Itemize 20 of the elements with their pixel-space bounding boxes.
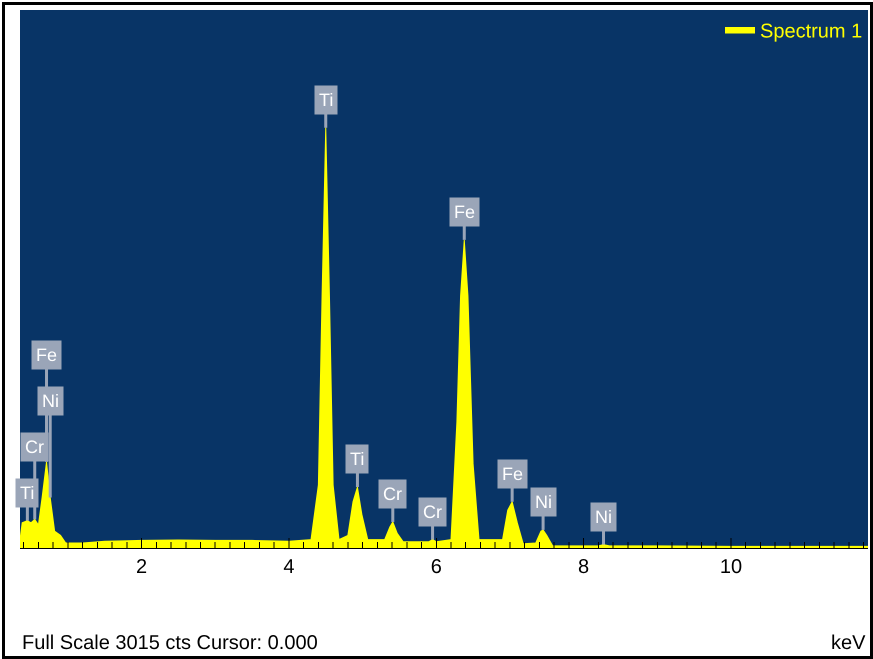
x-axis-title: keV <box>831 632 866 654</box>
annotation: Ti <box>319 90 334 110</box>
annotation: Ni <box>535 492 552 512</box>
x-tick-label: 8 <box>578 556 590 578</box>
annotation: Cr <box>25 437 44 457</box>
x-tick-label: 6 <box>430 556 442 578</box>
x-tick-label: 10 <box>720 556 742 578</box>
annotation: Ti <box>20 483 34 503</box>
annotation: Fe <box>502 464 524 484</box>
annotation: Fe <box>36 345 58 365</box>
annotation: Ni <box>595 507 612 527</box>
annotation: Fe <box>454 202 476 222</box>
x-tick-label: 2 <box>136 556 148 578</box>
x-tick-label: 4 <box>283 556 294 578</box>
annotation: Ni <box>42 391 59 411</box>
text: Full Scale 3015 cts Cursor: 0.000 <box>22 632 318 654</box>
legend-label: Spectrum 1 <box>760 20 862 42</box>
annotation: Cr <box>383 484 402 504</box>
annotation: Cr <box>423 502 442 522</box>
annotation: Ti <box>350 449 364 469</box>
